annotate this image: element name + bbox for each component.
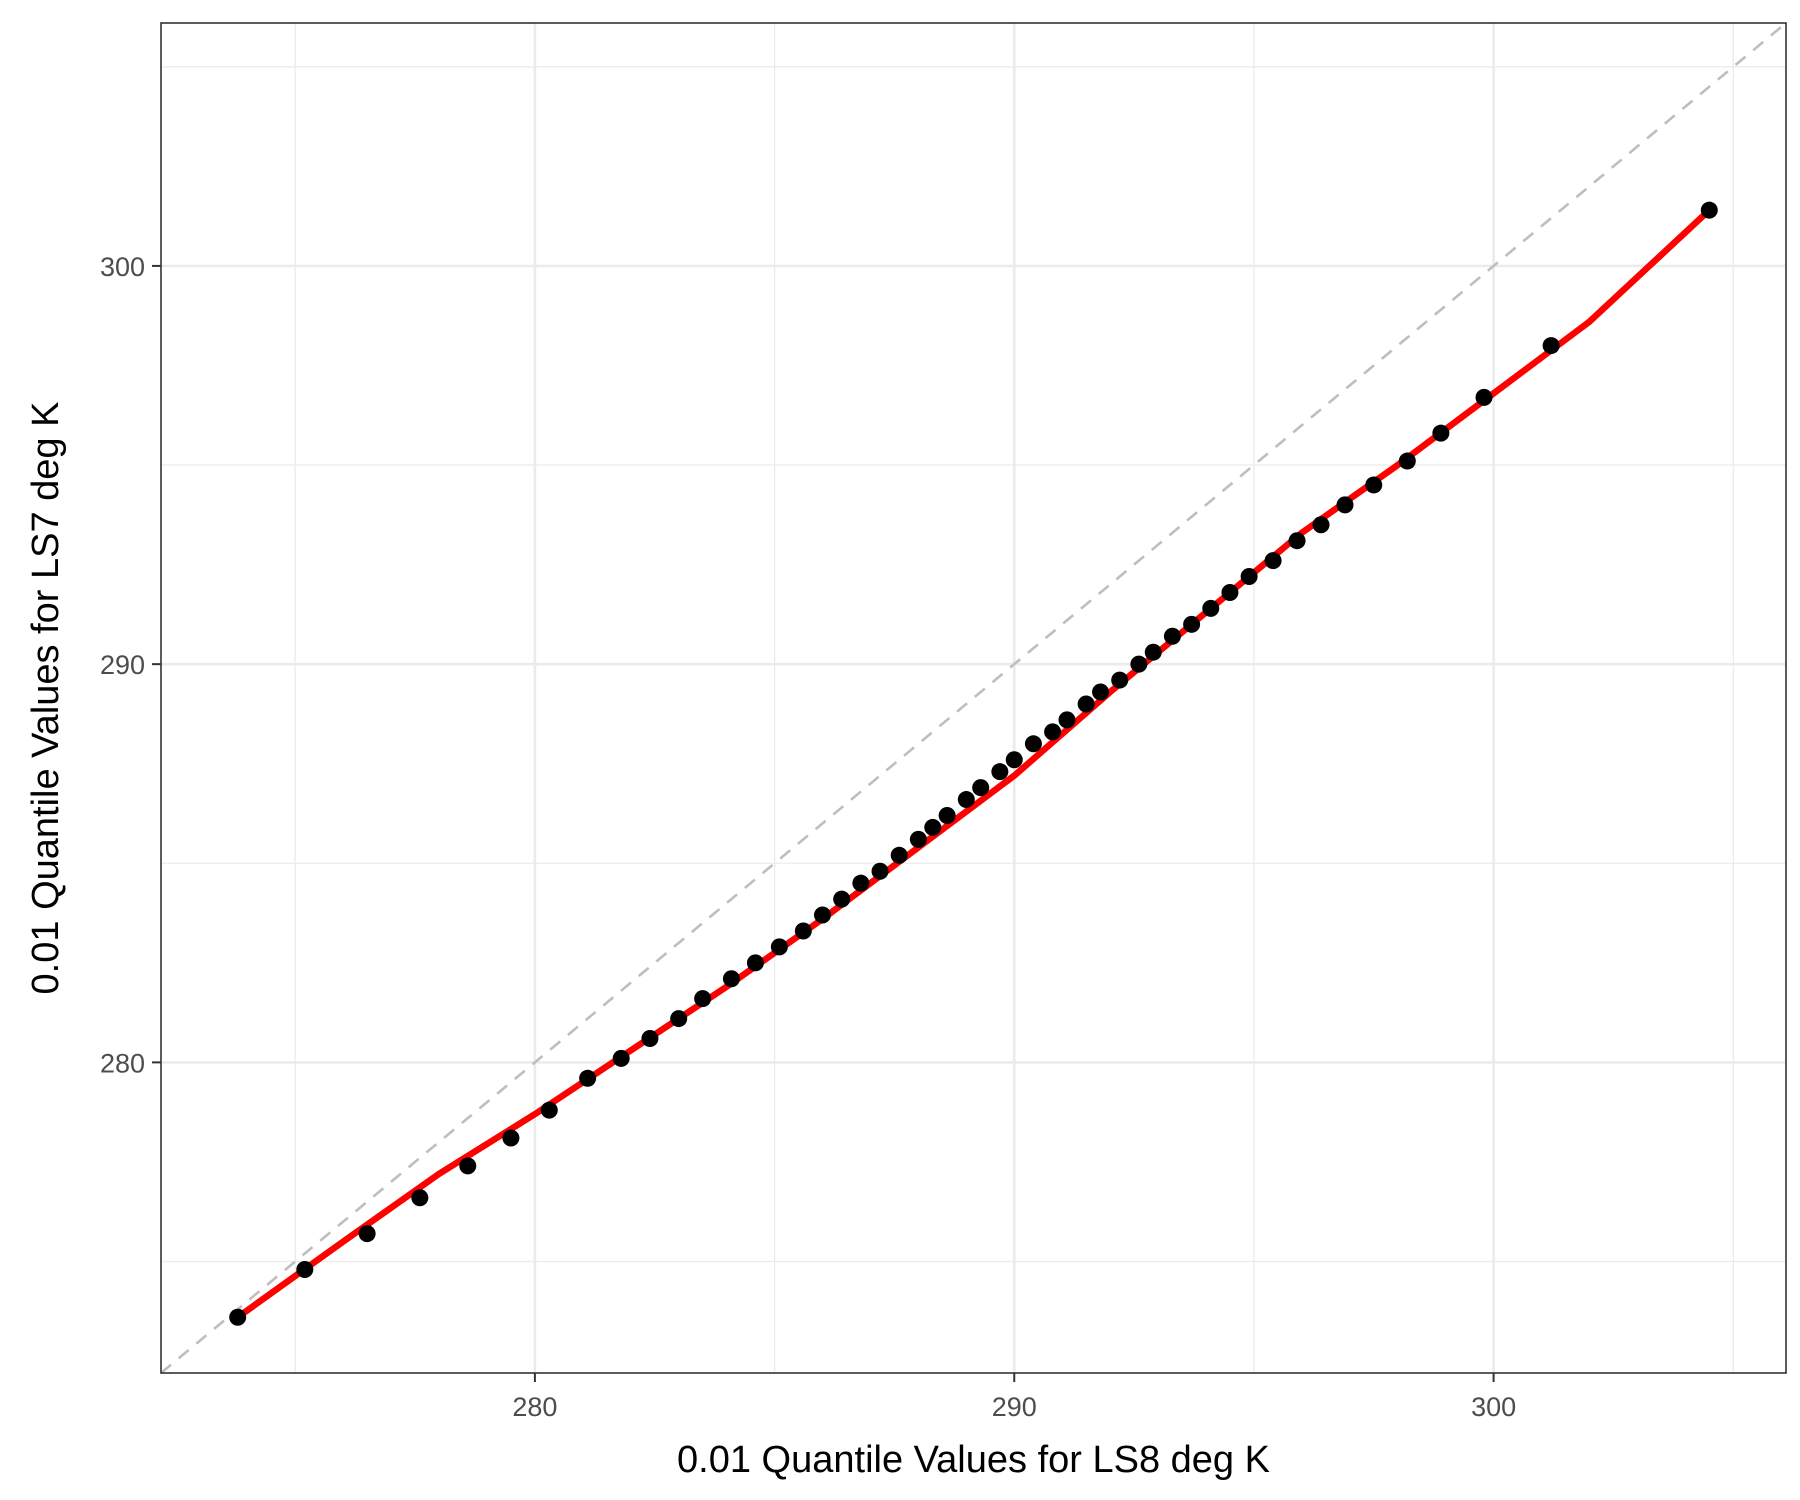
- x-tick-label: 280: [512, 1392, 557, 1422]
- data-point: [1264, 552, 1282, 570]
- data-point: [1183, 615, 1201, 633]
- data-point: [1288, 532, 1306, 550]
- data-point: [1221, 583, 1239, 601]
- data-point: [296, 1260, 314, 1278]
- data-point: [1130, 655, 1148, 673]
- y-tick-label: 300: [100, 252, 145, 282]
- data-point: [459, 1157, 477, 1175]
- data-point: [746, 954, 764, 972]
- data-point: [641, 1029, 659, 1047]
- data-point: [871, 862, 889, 880]
- data-point: [1432, 424, 1450, 442]
- minor-gridlines: [161, 23, 1786, 1373]
- plot-panel-border: [160, 22, 1787, 1374]
- data-point: [852, 874, 870, 892]
- data-point: [502, 1129, 520, 1147]
- data-point: [722, 970, 740, 988]
- data-point: [1058, 711, 1076, 729]
- data-point: [1005, 751, 1023, 769]
- data-point: [411, 1189, 429, 1207]
- y-tick-label: 280: [100, 1048, 145, 1078]
- data-point: [1542, 337, 1560, 355]
- data-point: [1163, 627, 1181, 645]
- x-axis-title: 0.01 Quantile Values for LS8 deg K: [677, 1439, 1270, 1481]
- data-point: [1475, 388, 1493, 406]
- data-point: [612, 1049, 630, 1067]
- data-point: [972, 779, 990, 797]
- data-point: [833, 890, 851, 908]
- data-point: [1398, 452, 1416, 470]
- data-point: [890, 846, 908, 864]
- identity-line: [160, 22, 1787, 1374]
- data-point: [794, 922, 812, 940]
- data-point: [814, 906, 832, 924]
- fitted-line-path: [234, 206, 1713, 1321]
- data-point: [1144, 643, 1162, 661]
- data-point: [1312, 516, 1330, 534]
- data-point: [1202, 599, 1220, 617]
- data-point: [770, 938, 788, 956]
- identity-reference-line: [160, 22, 1787, 1374]
- data-point: [1700, 201, 1718, 219]
- data-point: [1044, 723, 1062, 741]
- y-axis-ticks: 280 290 300: [100, 252, 161, 1078]
- data-point: [1365, 476, 1383, 494]
- scatter-points: [229, 201, 1718, 1326]
- data-point: [540, 1101, 558, 1119]
- fitted-line: [234, 206, 1713, 1321]
- data-point: [924, 818, 942, 836]
- data-point: [1077, 695, 1095, 713]
- x-axis-ticks: 280 290 300: [512, 1373, 1516, 1422]
- x-tick-label: 300: [1471, 1392, 1516, 1422]
- data-point: [957, 791, 975, 809]
- data-point: [1336, 496, 1354, 514]
- data-point: [579, 1069, 597, 1087]
- data-point: [358, 1225, 376, 1243]
- data-point: [991, 763, 1009, 781]
- y-tick-label: 290: [100, 650, 145, 680]
- data-point: [938, 806, 956, 824]
- data-point: [1092, 683, 1110, 701]
- data-point: [1024, 735, 1042, 753]
- data-point: [1111, 671, 1129, 689]
- data-point: [909, 830, 927, 848]
- data-point: [229, 1308, 247, 1326]
- data-point: [1240, 568, 1258, 586]
- data-point: [670, 1010, 688, 1028]
- x-tick-label: 290: [992, 1392, 1037, 1422]
- major-gridlines: [161, 23, 1786, 1373]
- y-axis-title: 0.01 Quantile Values for LS7 deg K: [25, 402, 67, 995]
- data-point: [694, 990, 712, 1008]
